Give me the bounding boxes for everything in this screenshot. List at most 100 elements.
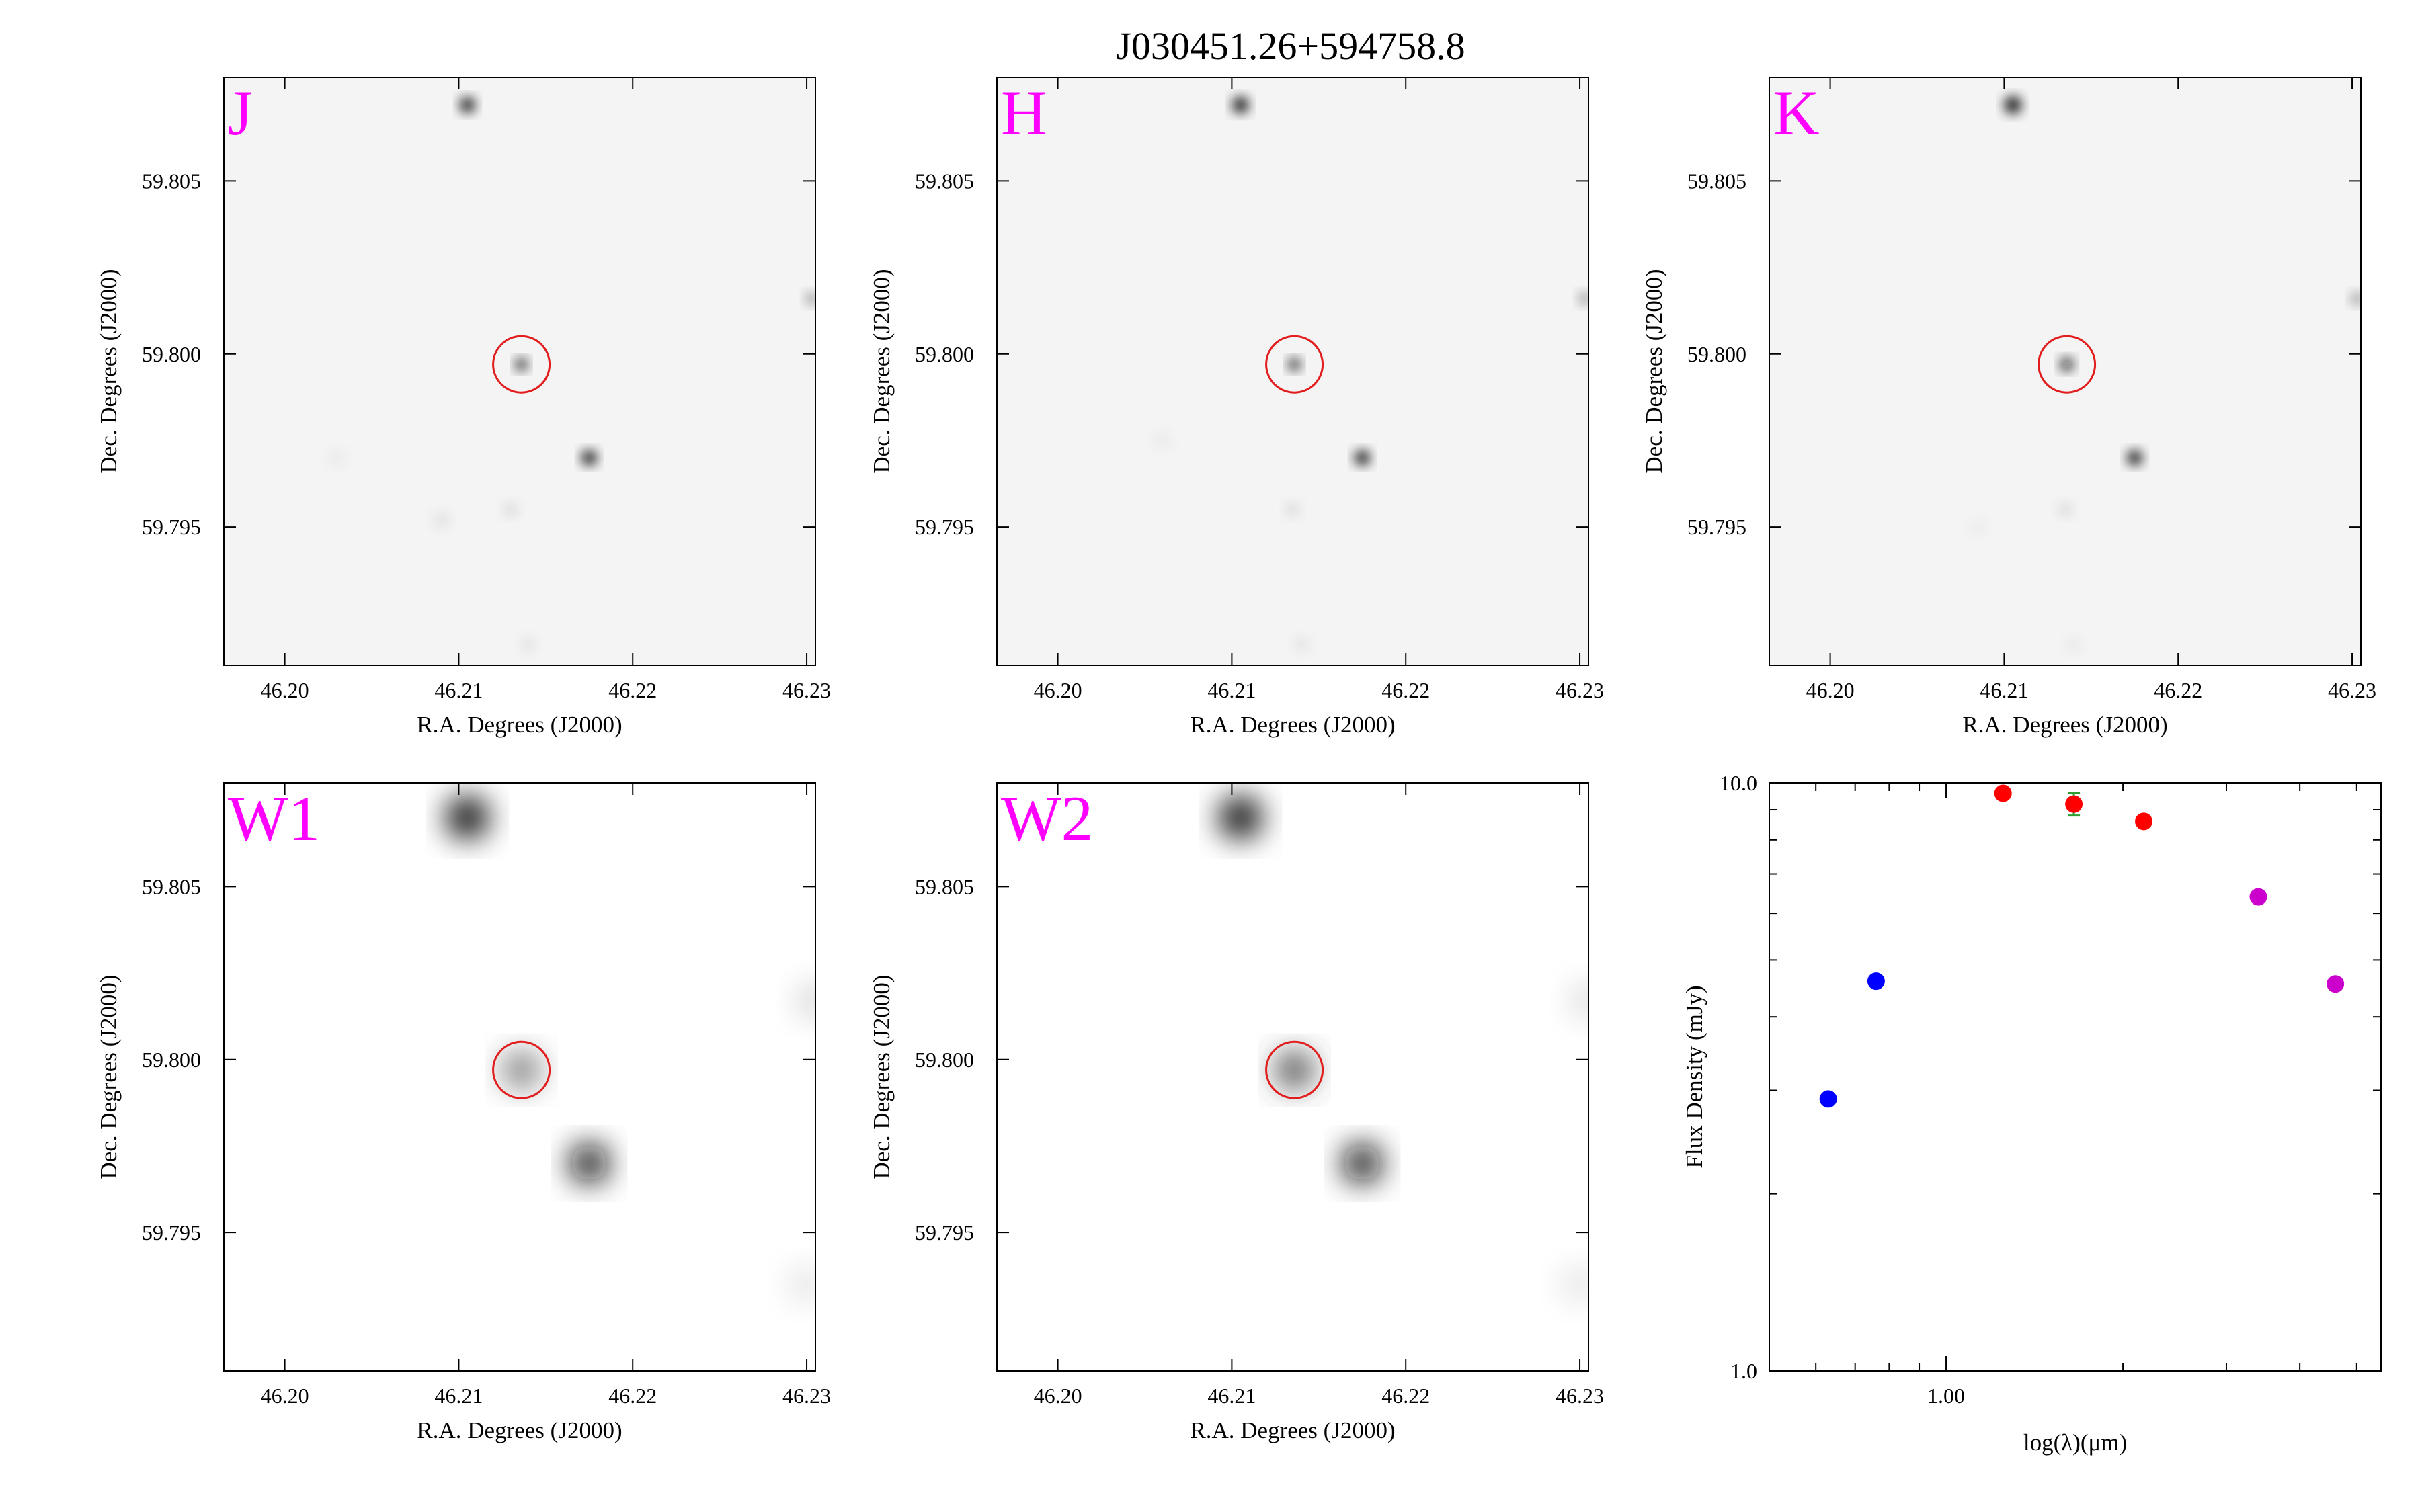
- target-aperture: [492, 1040, 551, 1099]
- source-1: [1289, 358, 1301, 370]
- y-tick-label: 59.800: [142, 342, 201, 366]
- sed-y-tick-label: 1.0: [1730, 1359, 1757, 1383]
- x-tick-label: 46.22: [608, 678, 657, 702]
- sed-x-axis-label: log(λ)(μm): [2023, 1429, 2127, 1456]
- source-2: [581, 450, 597, 466]
- y-tick-label: 59.795: [1687, 515, 1746, 539]
- y-axis-label: Dec. Degrees (J2000): [95, 974, 122, 1179]
- source-3: [796, 981, 815, 1020]
- source-3: [805, 292, 815, 305]
- y-tick-label: 59.795: [142, 515, 201, 539]
- y-axis-label: Dec. Degrees (J2000): [869, 269, 895, 473]
- y-tick-label: 59.795: [915, 515, 974, 539]
- source-4: [787, 1265, 815, 1304]
- target-aperture: [1265, 1040, 1324, 1099]
- source-0: [460, 97, 475, 113]
- sed-y-axis-label: Flux Density (mJy): [1681, 985, 1707, 1168]
- x-axis-label: R.A. Degrees (J2000): [1190, 712, 1395, 738]
- source-6: [327, 448, 347, 468]
- x-tick-label: 46.22: [1381, 1384, 1430, 1408]
- sed-point: [1819, 1090, 1837, 1108]
- image-sources: [1219, 796, 1588, 1304]
- target-aperture: [1265, 335, 1324, 394]
- x-tick-label: 46.20: [1806, 678, 1855, 702]
- source-6: [1294, 637, 1309, 652]
- image-panel-h: 46.20 46.21 46.22 46.23 59.795 59.800 59.805 R.…: [869, 77, 1604, 738]
- x-tick-label: 46.23: [2328, 678, 2376, 702]
- source-3: [1569, 981, 1588, 1020]
- panel-frame: [996, 782, 1589, 1372]
- y-axis-label: Dec. Degrees (J2000): [95, 269, 122, 473]
- x-tick-label: 46.21: [1207, 1384, 1256, 1408]
- sed-point: [2249, 888, 2267, 906]
- x-axis-label: R.A. Degrees (J2000): [1190, 1417, 1395, 1443]
- target-aperture: [2038, 335, 2097, 394]
- sed-point: [1994, 784, 2012, 802]
- y-tick-label: 59.805: [142, 874, 201, 898]
- x-tick-label: 46.23: [1556, 678, 1604, 702]
- image-sources: [327, 97, 815, 652]
- y-tick-label: 59.800: [915, 1048, 974, 1072]
- image-background: [1769, 77, 2361, 665]
- image-sources: [1970, 96, 2361, 652]
- y-axis-label: Dec. Degrees (J2000): [869, 974, 895, 1179]
- sed-frame: [1769, 782, 2382, 1372]
- source-4: [1560, 1265, 1588, 1304]
- y-tick-label: 59.800: [142, 1048, 201, 1072]
- x-tick-label: 46.20: [1034, 678, 1082, 702]
- y-tick-label: 59.805: [142, 169, 201, 193]
- y-axis-label: Dec. Degrees (J2000): [1641, 269, 1667, 473]
- source-4: [2058, 503, 2072, 517]
- x-tick-label: 46.22: [608, 1384, 657, 1408]
- y-tick-label: 59.805: [915, 169, 974, 193]
- panel-frame: [1769, 77, 2362, 666]
- source-5: [503, 503, 518, 517]
- sed-plot: 1.00 1.0 10.0 log(λ)(μm) Flux Density (mJy): [1681, 771, 2382, 1456]
- sed-point: [2065, 795, 2083, 813]
- x-tick-label: 46.20: [1034, 1384, 1082, 1408]
- source-5: [1970, 519, 1986, 535]
- x-axis-label: R.A. Degrees (J2000): [417, 1417, 622, 1443]
- source-2: [1343, 1144, 1381, 1183]
- image-background: [224, 77, 815, 665]
- source-7: [521, 637, 536, 652]
- source-1: [2060, 358, 2073, 371]
- source-0: [1232, 97, 1248, 113]
- panel-frame: [223, 782, 816, 1372]
- band-label: W2: [1001, 783, 1093, 854]
- image-panel-w1: 46.20 46.21 46.22 46.23 59.795 59.800 59.805 R.…: [95, 782, 831, 1443]
- x-tick-label: 46.21: [1980, 678, 2028, 702]
- y-tick-label: 59.805: [915, 874, 974, 898]
- source-2: [570, 1144, 608, 1183]
- source-2: [1355, 450, 1370, 466]
- image-sources: [446, 796, 815, 1304]
- panel-frame: [996, 77, 1589, 666]
- y-tick-label: 59.805: [1687, 169, 1746, 193]
- image-panel-w2: 46.20 46.21 46.22 46.23 59.795 59.800 59.805 R.…: [869, 782, 1604, 1443]
- sed-x-tick-label: 1.00: [1927, 1384, 1965, 1408]
- source-1: [1276, 1052, 1313, 1089]
- x-axis-label: R.A. Degrees (J2000): [417, 712, 622, 738]
- x-tick-label: 46.21: [1207, 678, 1256, 702]
- x-tick-label: 46.22: [1381, 678, 1430, 702]
- panel-frame: [223, 77, 816, 666]
- x-tick-label: 46.23: [782, 1384, 831, 1408]
- x-tick-label: 46.21: [434, 1384, 483, 1408]
- source-6: [2066, 637, 2081, 652]
- x-tick-label: 46.20: [261, 1384, 309, 1408]
- source-3: [1578, 292, 1588, 305]
- image-panel-j: 46.20 46.21 46.22 46.23 59.795 59.800 59.805 R.…: [95, 77, 831, 738]
- y-tick-label: 59.800: [915, 342, 974, 366]
- x-tick-label: 46.20: [261, 678, 309, 702]
- band-label: J: [228, 77, 253, 149]
- source-5: [1152, 429, 1173, 451]
- source-4: [433, 512, 450, 528]
- figure-title: J030451.26+594758.8: [1116, 24, 1465, 68]
- source-0: [446, 796, 489, 839]
- source-0: [2004, 96, 2021, 114]
- x-axis-label: R.A. Degrees (J2000): [1962, 712, 2167, 738]
- image-sources: [1152, 97, 1588, 652]
- source-0: [1219, 796, 1262, 839]
- source-3: [2351, 292, 2361, 305]
